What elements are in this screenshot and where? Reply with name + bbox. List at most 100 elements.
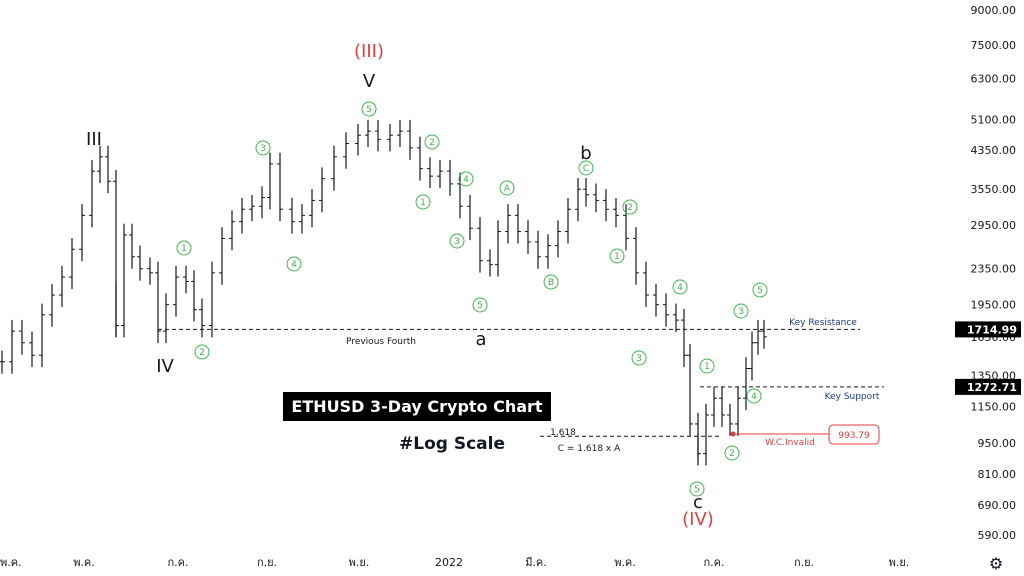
circled-wave-mark [449, 233, 465, 249]
wave-label-c: c [693, 492, 703, 513]
x-tick-label: พ.ค. [0, 556, 22, 569]
circled-wave-mark [194, 344, 210, 360]
circled-wave-label: 3 [454, 237, 460, 247]
x-tick-label: ก.ย. [257, 556, 277, 569]
circled-wave-label: 3 [738, 307, 744, 317]
price-bars [0, 119, 767, 466]
fib-ratio-label: 1.618 [550, 428, 576, 438]
circled-wave-mark [543, 274, 559, 290]
circled-wave-mark [699, 358, 715, 374]
x-axis: พ.ค. พ.ค. ก.ค. ก.ย. พ.ย. 2022 มี.ค. พ.ค. ก.ค. ก.ย… [0, 556, 909, 569]
key-support-label: Key Support [825, 392, 880, 402]
fib-projection-label: C = 1.618 x A [558, 444, 621, 454]
circled-wave-mark [415, 194, 431, 210]
circled-wave-mark [733, 303, 749, 319]
circled-wave-label: 3 [260, 144, 266, 154]
circled-wave-label: 3 [636, 354, 642, 364]
y-tick-label: 1150.00 [971, 400, 1017, 413]
wave-label-red-iv: (IV) [682, 509, 714, 530]
y-axis: 590.00690.00810.00950.001150.001350.0016… [971, 4, 1017, 542]
y-tick-label: 4350.00 [971, 144, 1017, 157]
circled-wave-mark [689, 481, 705, 497]
invalidation-dot [730, 431, 736, 437]
price-tag [955, 321, 1021, 338]
circled-wave-mark [361, 101, 377, 117]
x-tick-label: พ.ค. [614, 556, 636, 569]
chart-subtitle: #Log Scale [399, 434, 505, 454]
price-tags: 1714.99 1272.71 [955, 321, 1021, 395]
circled-wave-mark [578, 160, 594, 176]
y-tick-label: 9000.00 [971, 4, 1017, 17]
price-tag-label: 1272.71 [967, 381, 1017, 394]
wave-label-red-iii: (III) [354, 41, 384, 62]
circled-wave-label: 2 [627, 203, 633, 213]
circled-wave-mark [286, 256, 302, 272]
circled-wave-label: 1 [181, 244, 187, 254]
circled-wave-label: 5 [694, 485, 700, 495]
circled-wave-label: 1 [704, 362, 710, 372]
circled-wave-label: 2 [729, 449, 735, 459]
chart-title-bg [283, 392, 551, 421]
wave-label-a: a [475, 329, 486, 350]
circled-wave-mark [724, 445, 740, 461]
y-tick-label: 810.00 [978, 468, 1017, 481]
circled-wave-mark [746, 388, 762, 404]
circled-wave-label: 4 [677, 283, 683, 293]
y-tick-label: 2350.00 [971, 263, 1017, 276]
wave-label-iv: IV [156, 356, 174, 377]
x-tick-label: พ.ย. [349, 556, 370, 569]
circled-wave-labels: 1 2 3 4 5 1 2 3 4 5 A B C 2 1 3 4 1 2 3 4 5 5 [176, 101, 768, 497]
circled-wave-label: 2 [199, 348, 205, 358]
circled-wave-label: 5 [477, 301, 483, 311]
chart-title: ETHUSD 3-Day Crypto Chart [291, 397, 543, 416]
circled-wave-mark [672, 279, 688, 295]
y-tick-label: 5100.00 [971, 113, 1017, 126]
circled-wave-mark [472, 297, 488, 313]
y-tick-label: 3550.00 [971, 183, 1017, 196]
x-tick-label: ก.ย. [794, 556, 814, 569]
y-tick-label: 7500.00 [971, 39, 1017, 52]
circled-wave-mark [176, 240, 192, 256]
circled-wave-label: A [504, 184, 511, 194]
circled-wave-label: 4 [751, 392, 757, 402]
wave-label-v: V [363, 71, 376, 92]
settings-gear-icon[interactable]: ⚙ [989, 554, 1003, 573]
x-tick-label: มี.ค. [525, 556, 547, 569]
circled-wave-mark [255, 140, 271, 156]
x-tick-label: พ.ค. [73, 556, 95, 569]
circled-wave-mark [631, 350, 647, 366]
y-tick-label: 1950.00 [971, 299, 1017, 312]
previous-fourth-label: Previous Fourth [346, 337, 416, 347]
price-tag [955, 378, 1021, 395]
circled-wave-mark [458, 171, 474, 187]
x-tick-label: พ.ย. [889, 556, 910, 569]
circled-wave-mark [424, 134, 440, 150]
wave-label-iii: III [86, 129, 102, 150]
invalidation-label: W.C.Invalid [765, 438, 815, 448]
invalidation-value-box [828, 424, 880, 445]
circled-wave-label: 1 [614, 252, 620, 262]
circled-wave-label: C [583, 164, 589, 174]
key-resistance-label: Key Resistance [789, 318, 857, 328]
circled-wave-label: 4 [291, 260, 297, 270]
circled-wave-label: 5 [757, 286, 763, 296]
circled-wave-mark [499, 180, 515, 196]
circled-wave-label: 5 [366, 105, 372, 115]
x-tick-label: ก.ค. [167, 556, 188, 569]
wave-label-b: b [580, 143, 591, 164]
y-tick-label: 950.00 [978, 437, 1017, 450]
circled-wave-label: 2 [429, 138, 435, 148]
price-tag-label: 1714.99 [967, 323, 1017, 336]
x-tick-label: 2022 [435, 556, 463, 569]
circled-wave-label: B [548, 278, 554, 288]
y-tick-label: 590.00 [978, 529, 1017, 542]
invalidation-value: 993.79 [838, 431, 870, 441]
x-tick-label: ก.ค. [703, 556, 724, 569]
y-tick-label: 2950.00 [971, 219, 1017, 232]
circled-wave-mark [609, 248, 625, 264]
y-tick-label: 690.00 [978, 499, 1017, 512]
level-lines [158, 328, 884, 437]
circled-wave-mark [622, 199, 638, 215]
circled-wave-mark [752, 282, 768, 298]
